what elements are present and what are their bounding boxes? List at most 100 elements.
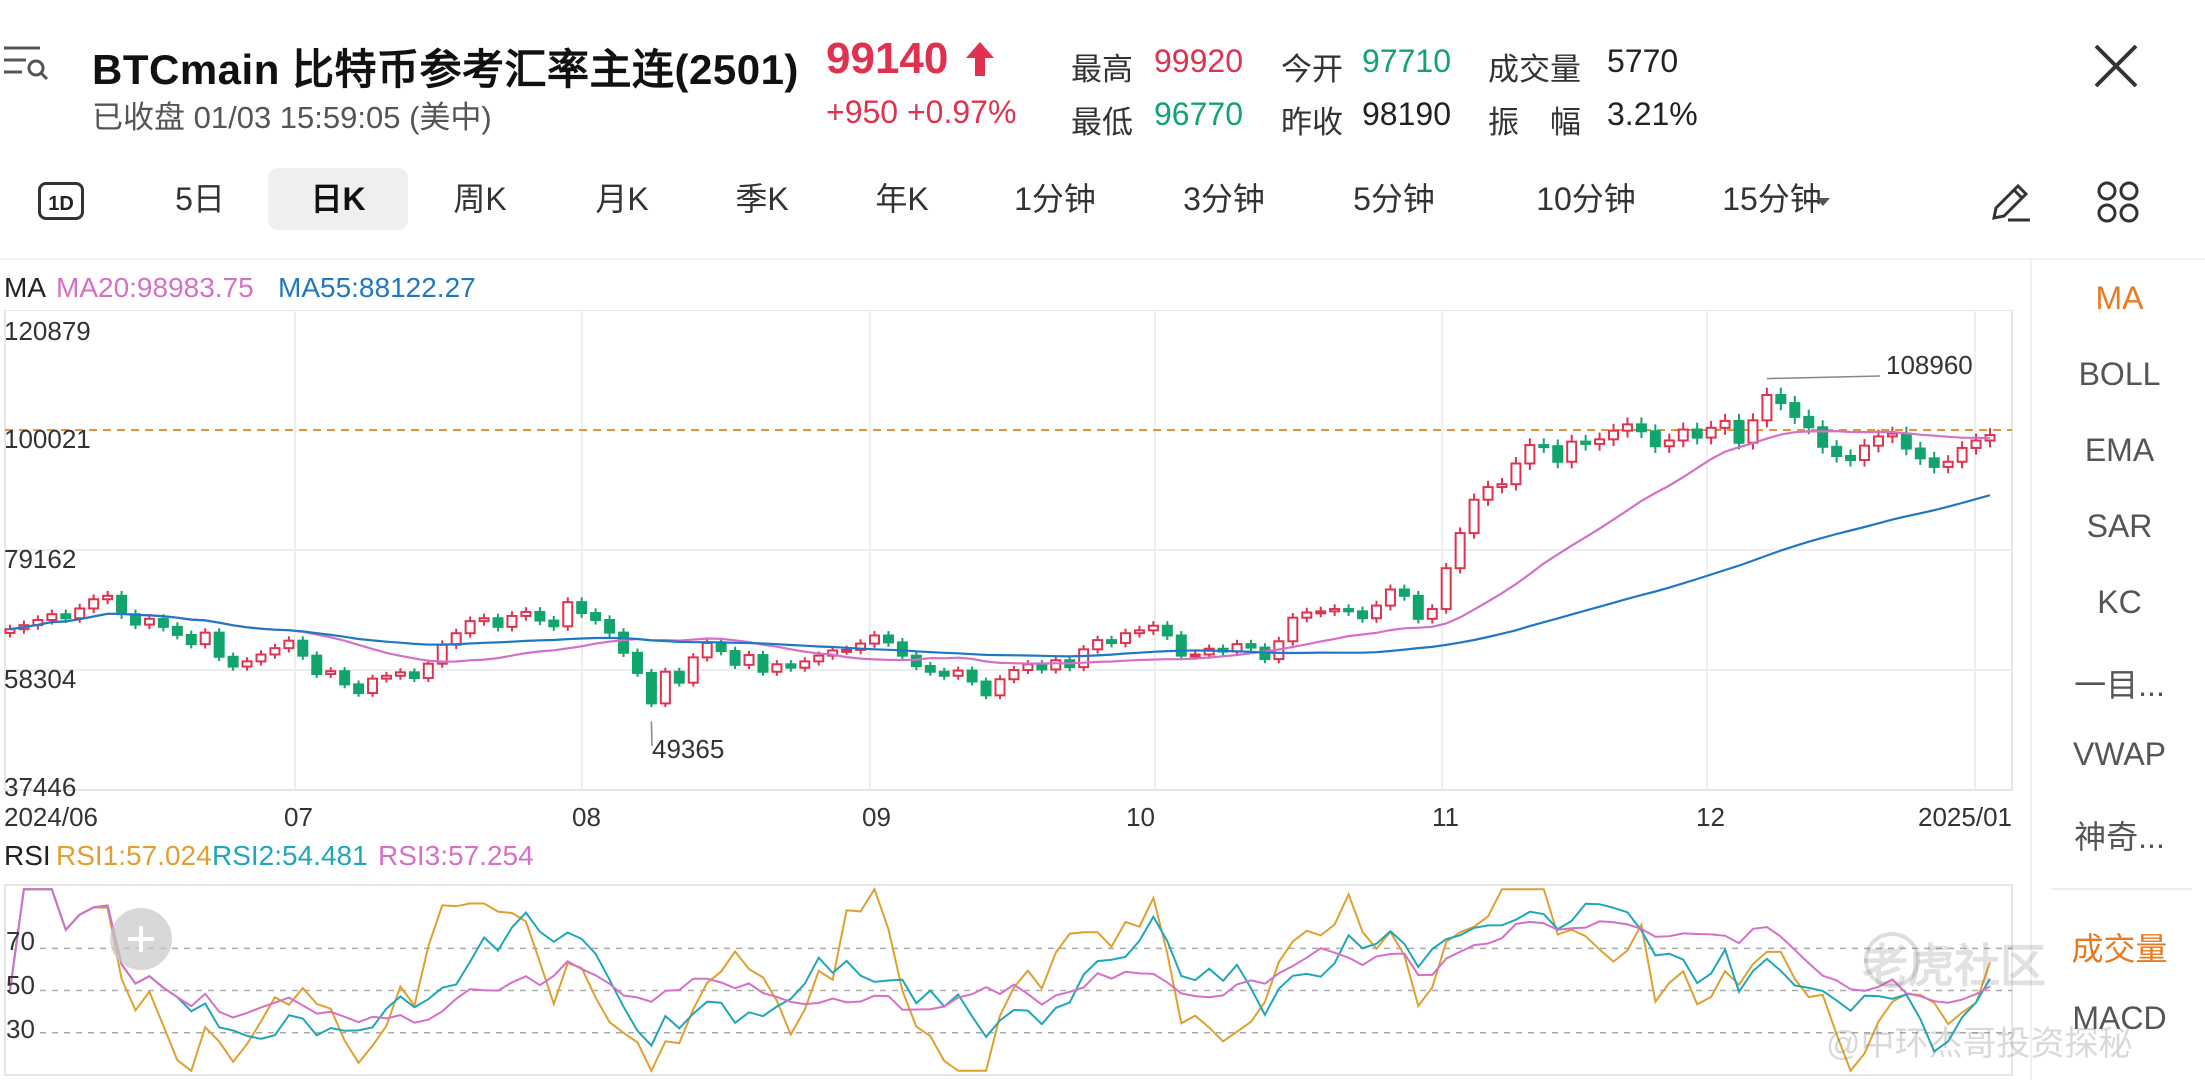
candle xyxy=(367,674,379,697)
candle xyxy=(213,628,225,661)
candle xyxy=(450,628,462,650)
candle-body xyxy=(1719,419,1731,429)
candle xyxy=(1301,607,1313,623)
grid-layout-icon[interactable] xyxy=(2094,178,2142,226)
side-item-kc[interactable]: KC xyxy=(2097,584,2142,620)
candle xyxy=(562,597,574,631)
indicator-side-menu: MA BOLL EMA SAR KC 一目... VWAP 神奇... 成交量 … xyxy=(2030,260,2205,1080)
caret-down-icon[interactable] xyxy=(1814,196,1832,208)
candle xyxy=(994,675,1006,700)
candle-body xyxy=(924,664,936,673)
candle-body xyxy=(325,670,337,676)
pencil-draw-icon[interactable] xyxy=(1986,178,2034,226)
side-item-vwap[interactable]: VWAP xyxy=(2072,736,2167,772)
tab-monthly-k[interactable]: 月K xyxy=(595,181,649,217)
plus-icon xyxy=(128,926,154,952)
candle xyxy=(924,661,936,676)
tab-5day[interactable]: 5日 xyxy=(175,181,225,217)
candle-body xyxy=(1900,432,1912,450)
side-divider xyxy=(2052,888,2192,890)
rsi3-legend: RSI3:57.254 xyxy=(378,840,534,871)
candle-body xyxy=(673,670,685,684)
price-change: +950 +0.97% xyxy=(826,94,1017,130)
candle xyxy=(1886,426,1898,444)
candle-body xyxy=(715,641,727,653)
candle-body xyxy=(534,610,546,622)
price-axis-label: 37446 xyxy=(4,772,77,802)
candle xyxy=(576,597,588,618)
candle-body xyxy=(966,669,978,683)
rsi-chart[interactable] xyxy=(0,880,2030,1080)
candle-body xyxy=(478,617,490,623)
candle xyxy=(1343,604,1355,617)
candle xyxy=(1691,422,1703,445)
candle xyxy=(380,671,392,683)
rsi1-line xyxy=(9,886,1991,1074)
candle-body xyxy=(562,601,574,628)
candle-body xyxy=(1524,444,1536,465)
side-item-boll[interactable]: BOLL xyxy=(2078,356,2161,392)
tab-daily-k[interactable]: 日K xyxy=(268,168,408,230)
date-axis-label: 2024/06 xyxy=(4,802,98,832)
candle-body xyxy=(1705,426,1717,439)
candle-body xyxy=(492,617,504,628)
tab-quarterly-k[interactable]: 季K xyxy=(735,181,789,217)
low-value: 96770 xyxy=(1154,96,1243,132)
candle xyxy=(1677,422,1689,448)
tab-10min[interactable]: 10分钟 xyxy=(1536,181,1636,217)
candle-body xyxy=(994,678,1006,697)
candle-body xyxy=(1133,629,1145,635)
candle-body xyxy=(1928,457,1940,468)
candle-body xyxy=(1412,594,1424,620)
candle-body xyxy=(1691,428,1703,439)
candle xyxy=(339,667,351,689)
prev-close-label: 昨收 xyxy=(1281,105,1343,140)
side-item-ema[interactable]: EMA xyxy=(2084,432,2155,468)
tab-1d-icon[interactable]: 1D xyxy=(38,182,84,220)
close-icon[interactable] xyxy=(2090,40,2142,92)
side-item-sar[interactable]: SAR xyxy=(2086,508,2153,544)
tab-15min[interactable]: 15分钟 xyxy=(1722,181,1822,217)
candle xyxy=(896,638,908,660)
candle xyxy=(882,631,894,647)
candle-body xyxy=(46,613,58,621)
side-item-ma[interactable]: MA xyxy=(2095,280,2144,316)
candle xyxy=(1078,645,1090,672)
period-tab-bar: 1D 5日 日K 周K 月K 季K 年K 1分钟 3分钟 5分钟 10分钟 15… xyxy=(0,168,2205,246)
candle xyxy=(966,666,978,686)
candle-body xyxy=(785,663,797,669)
candle-body xyxy=(1817,426,1829,448)
side-item-ichimoku[interactable]: 一目... xyxy=(2074,667,2165,703)
candle-body xyxy=(743,654,755,666)
candle-body xyxy=(799,660,811,669)
add-indicator-button[interactable] xyxy=(110,908,172,970)
candle xyxy=(1733,413,1745,450)
tab-weekly-k[interactable]: 周K xyxy=(453,181,507,217)
candle xyxy=(1803,409,1815,435)
side-item-macd[interactable]: MACD xyxy=(2072,1000,2167,1036)
side-item-volume[interactable]: 成交量 xyxy=(2071,931,2168,967)
price-axis-label: 58304 xyxy=(4,664,77,694)
candle-body xyxy=(1343,608,1355,613)
tab-1min[interactable]: 1分钟 xyxy=(1014,181,1096,217)
candle-body xyxy=(687,656,699,684)
candle-body xyxy=(1649,430,1661,448)
candle-body xyxy=(1147,624,1159,632)
rsi1-legend: RSI1:57.024 xyxy=(56,840,212,871)
side-item-magic[interactable]: 神奇... xyxy=(2074,819,2165,855)
candle xyxy=(1426,604,1438,624)
candle xyxy=(604,615,616,638)
candle-body xyxy=(74,607,86,620)
candle-body xyxy=(380,674,392,680)
prev-close-value: 98190 xyxy=(1362,96,1451,132)
tab-5min[interactable]: 5分钟 xyxy=(1353,181,1435,217)
candle-body xyxy=(938,670,950,677)
candle xyxy=(283,636,295,653)
candle xyxy=(1524,438,1536,470)
menu-list-icon[interactable] xyxy=(0,40,50,86)
candle-body xyxy=(1803,415,1815,429)
tab-3min[interactable]: 3分钟 xyxy=(1183,181,1265,217)
last-price: 99140 xyxy=(826,34,949,83)
tab-yearly-k[interactable]: 年K xyxy=(875,181,929,217)
candlestick-chart[interactable] xyxy=(0,310,2030,800)
